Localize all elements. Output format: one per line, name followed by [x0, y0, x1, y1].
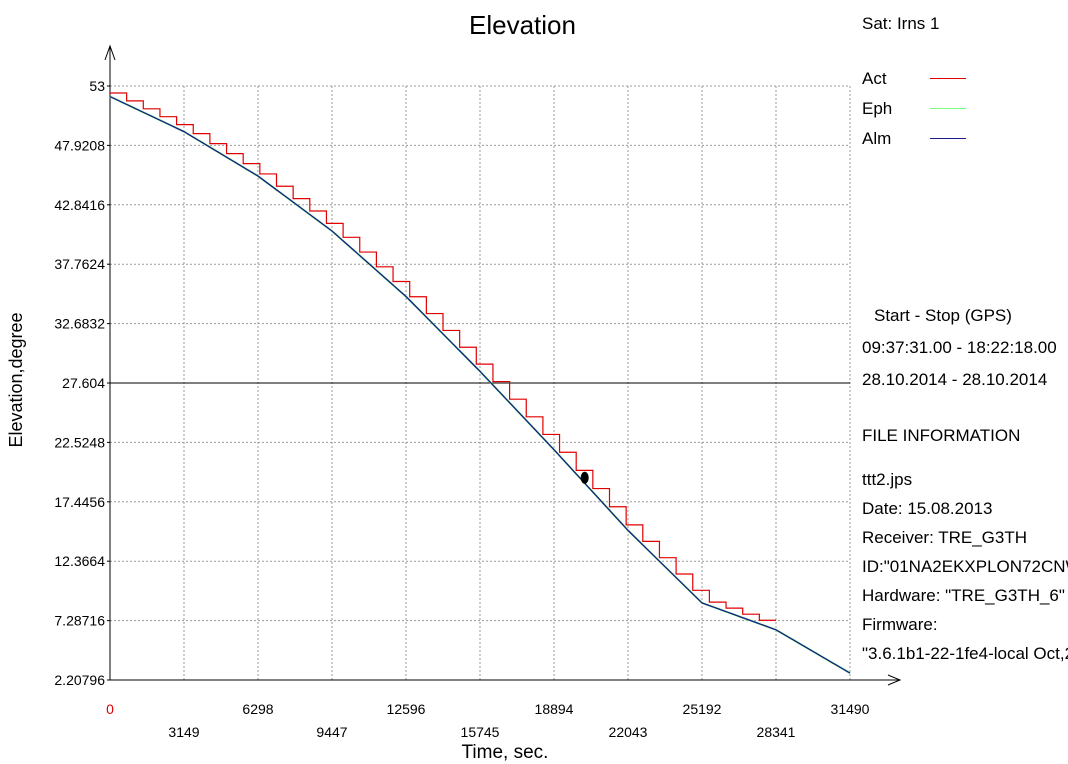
- x-tick-label: 12596: [387, 701, 426, 717]
- y-tick-label: 47.9208: [54, 137, 105, 153]
- y-tick-label: 17.4456: [54, 494, 105, 510]
- file-date: Date: 15.08.2013: [862, 499, 993, 518]
- x-tick-label: 25192: [683, 701, 722, 717]
- hardware: Hardware: "TRE_G3TH_6": [862, 586, 1065, 605]
- y-tick-label: 12.3664: [54, 553, 105, 569]
- satellite-label: Sat: Irns 1: [862, 14, 940, 33]
- y-axis-arrow: [104, 44, 116, 61]
- y-axis-label: Elevation,degree: [6, 312, 26, 447]
- x-tick-label: 3149: [168, 724, 199, 740]
- x-tick-label: 15745: [461, 724, 500, 740]
- x-tick-label: 0: [106, 701, 114, 717]
- legend-swatch-act: [930, 78, 966, 79]
- y-tick-label: 32.6832: [54, 316, 105, 332]
- chart-title: Elevation: [469, 10, 576, 40]
- x-tick-label: 31490: [831, 701, 870, 717]
- receiver-id: ID:"01NA2EKXPLON72CNW: [862, 557, 1068, 576]
- y-tick-label: 27.604: [62, 375, 105, 391]
- file-name: ttt2.jps: [862, 470, 913, 489]
- start-stop-heading: Start - Stop (GPS): [874, 306, 1012, 325]
- y-tick-label: 37.7624: [54, 256, 105, 272]
- legend-label-eph: Eph: [862, 99, 893, 118]
- x-tick-label: 22043: [609, 724, 648, 740]
- y-tick-label: 42.8416: [54, 197, 105, 213]
- cursor-marker: [580, 471, 589, 484]
- series-alm-line: [109, 95, 851, 674]
- receiver: Receiver: TRE_G3TH: [862, 528, 1028, 547]
- x-axis-arrow: [887, 674, 902, 686]
- legend-swatch-alm: [930, 138, 966, 139]
- firmware-value: "3.6.1b1-22-1fe4-local Oct,28: [862, 644, 1068, 663]
- legend-label-act: Act: [862, 69, 887, 88]
- y-tick-label: 53: [89, 78, 105, 94]
- x-tick-label: 18894: [535, 701, 574, 717]
- date-range: 28.10.2014 - 28.10.2014: [862, 370, 1048, 389]
- time-range: 09:37:31.00 - 18:22:18.00: [862, 338, 1057, 357]
- x-tick-label: 9447: [316, 724, 347, 740]
- firmware-label: Firmware:: [862, 615, 938, 634]
- x-axis-label: Time, sec.: [462, 742, 549, 763]
- series-act-line: [110, 92, 776, 621]
- file-info-heading: FILE INFORMATION: [862, 426, 1021, 445]
- x-tick-label: 28341: [757, 724, 796, 740]
- legend-swatch-eph: [930, 108, 966, 109]
- y-tick-label: 22.5248: [54, 434, 105, 450]
- y-tick-label: 7.28716: [54, 613, 105, 629]
- x-tick-label: 6298: [242, 701, 273, 717]
- legend-label-alm: Alm: [862, 129, 892, 148]
- y-tick-label: 2.20796: [54, 672, 105, 688]
